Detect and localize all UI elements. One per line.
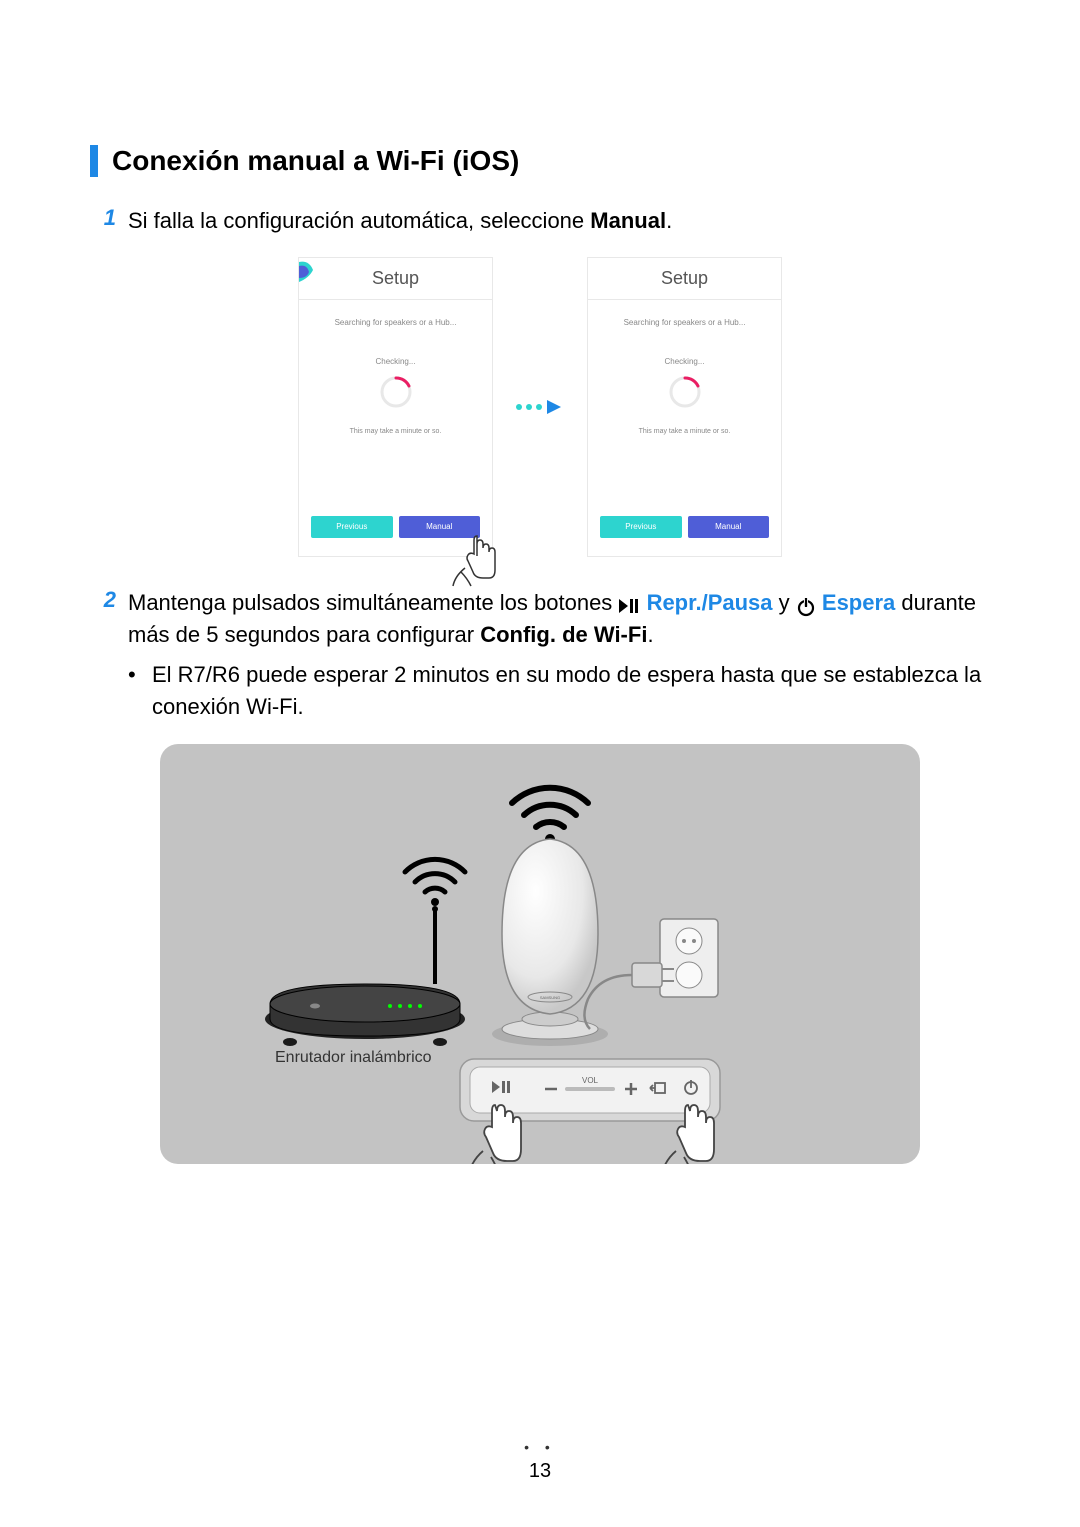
divider <box>588 299 781 300</box>
page-dots: • • <box>0 1439 1080 1455</box>
svg-text:SAMSUNG: SAMSUNG <box>540 995 560 1000</box>
searching-text: Searching for speakers or a Hub... <box>624 318 746 327</box>
setup-screenshots: Setup Searching for speakers or a Hub...… <box>90 257 990 557</box>
section-heading: Conexión manual a Wi-Fi (iOS) <box>90 145 990 177</box>
heading-accent-bar <box>90 145 98 177</box>
hand-pointer-icon <box>447 528 507 588</box>
minute-text: This may take a minute or so. <box>350 428 442 435</box>
phone-screen-right: Setup Searching for speakers or a Hub...… <box>587 257 782 557</box>
router-label: Enrutador inalámbrico <box>275 1049 432 1067</box>
logo-blob-icon <box>299 260 321 286</box>
step-1-text: Si falla la configuración automática, se… <box>128 205 990 237</box>
checking-text: Checking... <box>664 357 704 366</box>
step-number: 2 <box>90 587 128 723</box>
bullet-text: El R7/R6 puede esperar 2 minutos en su m… <box>152 659 990 723</box>
page-number: 13 <box>0 1460 1080 1483</box>
step-2-bullet: • El R7/R6 puede esperar 2 minutos en su… <box>128 659 990 723</box>
previous-button[interactable]: Previous <box>311 516 393 538</box>
connection-diagram: SAMSUNG <box>160 744 920 1164</box>
transition-arrow-icon <box>515 398 565 416</box>
checking-text: Checking... <box>375 357 415 366</box>
vol-label: VOL <box>582 1076 599 1085</box>
step-2-text: Mantenga pulsados simultáneamente los bo… <box>128 587 990 723</box>
manual-button[interactable]: Manual <box>688 516 770 538</box>
diagram-svg: SAMSUNG <box>160 744 920 1164</box>
previous-button[interactable]: Previous <box>600 516 682 538</box>
spinner-icon <box>378 374 414 410</box>
button-row: Previous Manual <box>600 516 769 538</box>
setup-title: Setup <box>372 268 419 289</box>
power-icon <box>796 597 816 617</box>
heading-text: Conexión manual a Wi-Fi (iOS) <box>112 145 519 177</box>
step-1: 1 Si falla la configuración automática, … <box>90 205 990 237</box>
step-number: 1 <box>90 205 128 237</box>
bullet-marker: • <box>128 659 152 723</box>
divider <box>299 299 492 300</box>
phone-screen-left: Setup Searching for speakers or a Hub...… <box>298 257 493 557</box>
play-pause-icon <box>618 597 640 615</box>
setup-title: Setup <box>661 268 708 289</box>
searching-text: Searching for speakers or a Hub... <box>335 318 457 327</box>
minute-text: This may take a minute or so. <box>639 428 731 435</box>
spinner-icon <box>667 374 703 410</box>
step-2: 2 Mantenga pulsados simultáneamente los … <box>90 587 990 723</box>
